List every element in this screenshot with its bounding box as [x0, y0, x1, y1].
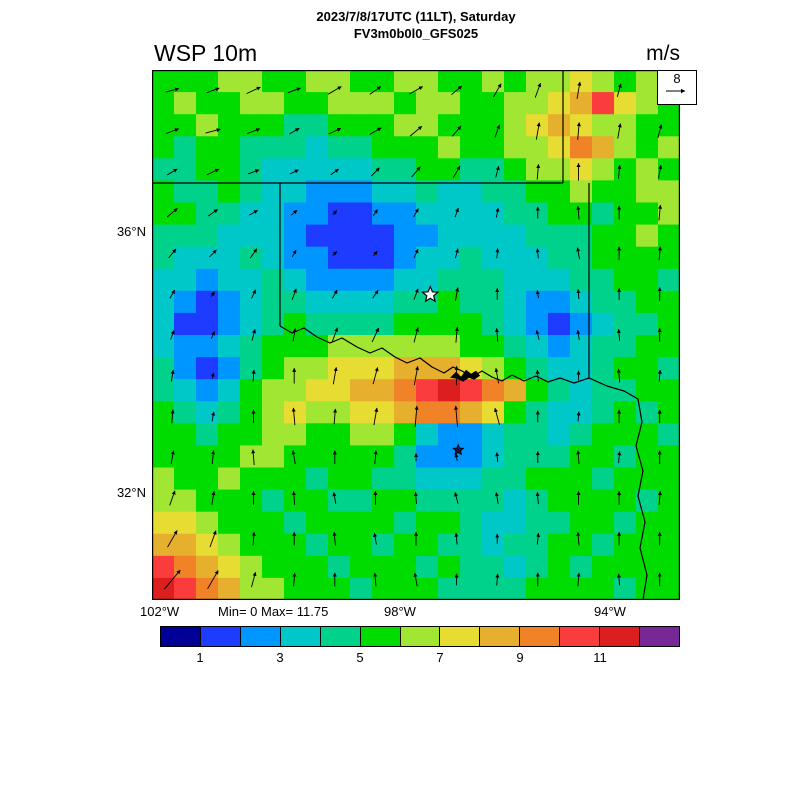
colorbar-cell [161, 627, 201, 646]
colorbar-cell [560, 627, 601, 646]
colorbar-cell [360, 627, 401, 646]
lon-tick-102W: 102°W [140, 604, 180, 619]
colorbar-tick-label: 11 [593, 650, 607, 665]
reference-vector-arrow-icon [666, 88, 686, 94]
lon-tick-94W: 94°W [594, 604, 626, 619]
colorbar-tick-label: 5 [356, 650, 364, 665]
plot-title-datetime: 2023/7/8/17UTC (11LT), Saturday [316, 9, 516, 24]
map-panel [152, 70, 680, 600]
lat-tick-36N: 36°N [116, 224, 146, 239]
units-label: m/s [646, 42, 680, 65]
variable-label: WSP 10m [154, 40, 258, 66]
colorbar-cell [320, 627, 361, 646]
colorbar-cell [600, 627, 641, 646]
colorbar-cell [240, 627, 281, 646]
reference-vector-value: 8 [673, 71, 681, 86]
plot-title-model: FV3m0b0l0_GFS025 [353, 26, 479, 41]
colorbar-cell [640, 627, 679, 646]
min-max-annotation: Min= 0 Max= 11.75 [218, 604, 329, 619]
colorbar-cell [280, 627, 321, 646]
colorbar-tick-label: 3 [276, 650, 284, 665]
map-svg [152, 70, 680, 600]
colorbar-cell [440, 627, 481, 646]
colorbar-ticks: 1 3 5 7 9 11 [160, 650, 680, 666]
colorbar-cell [200, 627, 241, 646]
plot-title-block: 2023/7/8/17UTC (11LT), Saturday FV3m0b0l… [152, 8, 680, 42]
colorbar-tick-label: 7 [436, 650, 444, 665]
colorbar-cell [400, 627, 441, 646]
colorbar [160, 626, 680, 647]
lon-tick-98W: 98°W [384, 604, 416, 619]
lat-tick-32N: 32°N [116, 485, 146, 500]
colorbar-cell [480, 627, 521, 646]
reference-vector-box: 8 [657, 70, 697, 105]
colorbar-tick-label: 9 [516, 650, 524, 665]
colorbar-tick-label: 1 [196, 650, 204, 665]
colorbar-cell [520, 627, 561, 646]
